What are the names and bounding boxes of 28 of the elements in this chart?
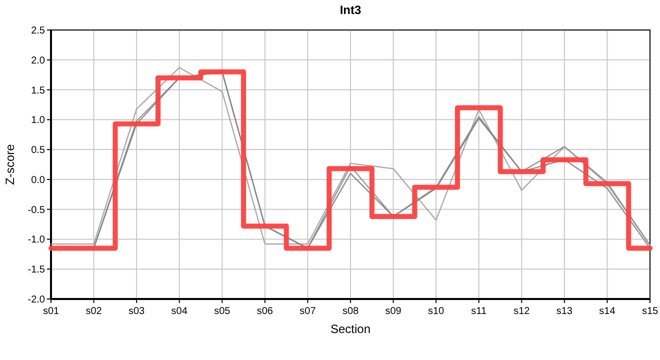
x-tick-label: s02 bbox=[86, 306, 102, 317]
y-tick-label: -1.5 bbox=[28, 264, 46, 276]
x-tick-label: s12 bbox=[514, 306, 530, 317]
y-tick-label: 1.0 bbox=[31, 115, 46, 126]
x-tick-label: s09 bbox=[385, 306, 402, 317]
chart-title: Int3 bbox=[340, 3, 362, 17]
y-tick-label: 0.5 bbox=[31, 145, 46, 156]
y-tick-label: 1.5 bbox=[31, 85, 46, 96]
x-tick-label: s15 bbox=[642, 306, 658, 317]
x-tick-label: s10 bbox=[428, 306, 445, 317]
y-tick-label: -0.5 bbox=[28, 204, 46, 216]
y-axis-title: Z-score bbox=[3, 144, 17, 185]
x-tick-label: s08 bbox=[342, 306, 359, 317]
x-tick-label: s06 bbox=[256, 306, 274, 317]
x-tick-label: s11 bbox=[471, 306, 487, 317]
x-axis-title: Section bbox=[330, 322, 371, 336]
y-tick-label: 0.0 bbox=[31, 174, 46, 186]
x-tick-label: s01 bbox=[42, 306, 60, 317]
y-tick-label: -2.0 bbox=[28, 294, 46, 306]
y-tick-label: 2.0 bbox=[31, 55, 46, 66]
x-tick-label: s03 bbox=[128, 306, 146, 317]
x-tick-label: s13 bbox=[556, 306, 573, 317]
x-tick-label: s04 bbox=[171, 306, 188, 317]
x-tick-label: s05 bbox=[214, 306, 231, 317]
x-tick-label: s07 bbox=[300, 306, 316, 317]
y-tick-label: 2.5 bbox=[31, 26, 46, 36]
x-tick-label: s14 bbox=[599, 306, 616, 317]
y-tick-label: -1.0 bbox=[28, 234, 46, 246]
